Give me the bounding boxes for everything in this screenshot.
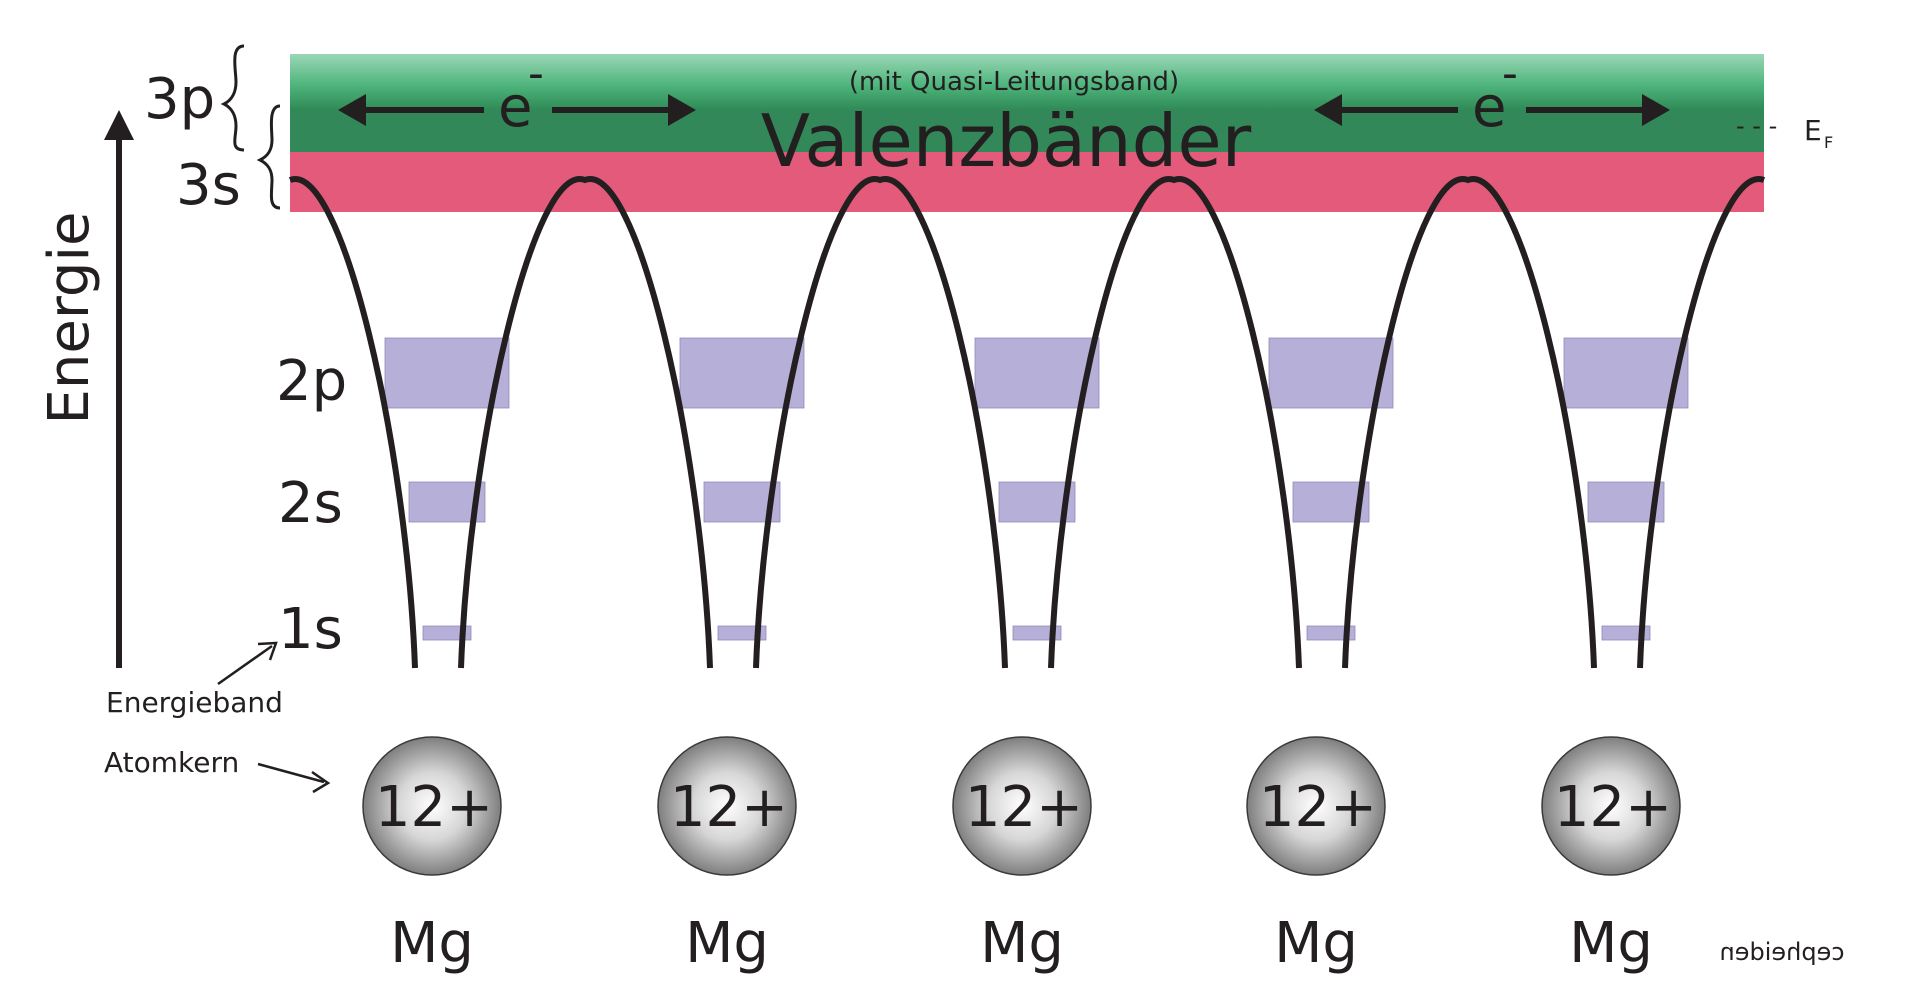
annotation-energieband: Energieband [106,686,283,719]
atom-charge: 12+ [1259,775,1377,840]
atom-nucleus [1246,736,1386,876]
atom-charge: 12+ [670,775,788,840]
core-band-2s-2 [703,481,781,523]
atom-element-label: Mg [1569,911,1653,976]
atom-charge: 12+ [1554,775,1672,840]
brace-3p-icon [220,44,245,152]
electron-arrow-left: e - [338,48,696,140]
annotation-atomkern-arrow [257,762,325,784]
atom-4: 12+ Mg [1246,736,1386,976]
core-band-2p-4 [1268,337,1394,409]
signature: cepheiden [1719,938,1844,966]
potential-well-curve [288,176,1766,669]
atom-element-label: Mg [390,911,474,976]
band-label-2s: 2s [278,471,343,536]
atom-nucleus [362,736,502,876]
band-3s [290,152,1764,212]
atoms: 12+ Mg 12+ Mg 12+ Mg 12+ Mg 12+ Mg [362,736,1681,976]
annotation-atomkern: Atomkern [104,746,239,779]
atom-1: 12+ Mg [362,736,502,976]
atom-nucleus [952,736,1092,876]
band-label-1s: 1s [278,597,343,662]
atom-2: 12+ Mg [657,736,797,976]
brace-3s-icon [256,104,281,210]
energy-axis-arrowhead [104,110,134,140]
fermi-dashes: - - - [1736,112,1777,140]
core-band-1s-3 [1012,625,1062,641]
core-bands [384,337,1689,641]
core-band-1s-4 [1306,625,1356,641]
annotation-energieband-arrow [217,644,273,686]
atom-charge: 12+ [375,775,493,840]
core-band-2p-1 [384,337,510,409]
atom-nucleus [1541,736,1681,876]
fermi-subscript: F [1824,133,1833,152]
annotation-atomkern-arrowhead [311,770,331,794]
electron-charge-left: - [528,48,544,99]
electron-arrow-right: e - [1314,48,1670,140]
annotation-energieband-arrowhead [257,641,278,661]
atom-charge: 12+ [965,775,1083,840]
core-band-1s-5 [1601,625,1651,641]
electron-charge-right: - [1502,48,1518,99]
band-3p-lower [290,110,1764,152]
band-3p [290,54,1764,110]
core-band-2p-2 [679,337,805,409]
electron-label-right: e [1472,75,1506,140]
atom-element-label: Mg [1274,911,1358,976]
valence-title: Valenzbänder [761,99,1252,183]
axis-label-energy: Energie [37,212,102,425]
band-label-2p: 2p [276,349,347,414]
fermi-symbol: E [1804,114,1822,147]
band-label-3s: 3s [176,153,241,218]
atom-element-label: Mg [685,911,769,976]
atom-element-label: Mg [980,911,1064,976]
valence-subtitle: (mit Quasi-Leitungsband) [849,67,1179,97]
atom-5: 12+ Mg [1541,736,1681,976]
core-band-1s-1 [422,625,472,641]
band-label-3p: 3p [144,67,215,132]
core-band-2p-3 [974,337,1100,409]
core-band-1s-2 [717,625,767,641]
atom-3: 12+ Mg [952,736,1092,976]
atom-nucleus [657,736,797,876]
electron-label-left: e [498,75,532,140]
potential-wells [288,176,1766,669]
core-band-2p-5 [1563,337,1689,409]
